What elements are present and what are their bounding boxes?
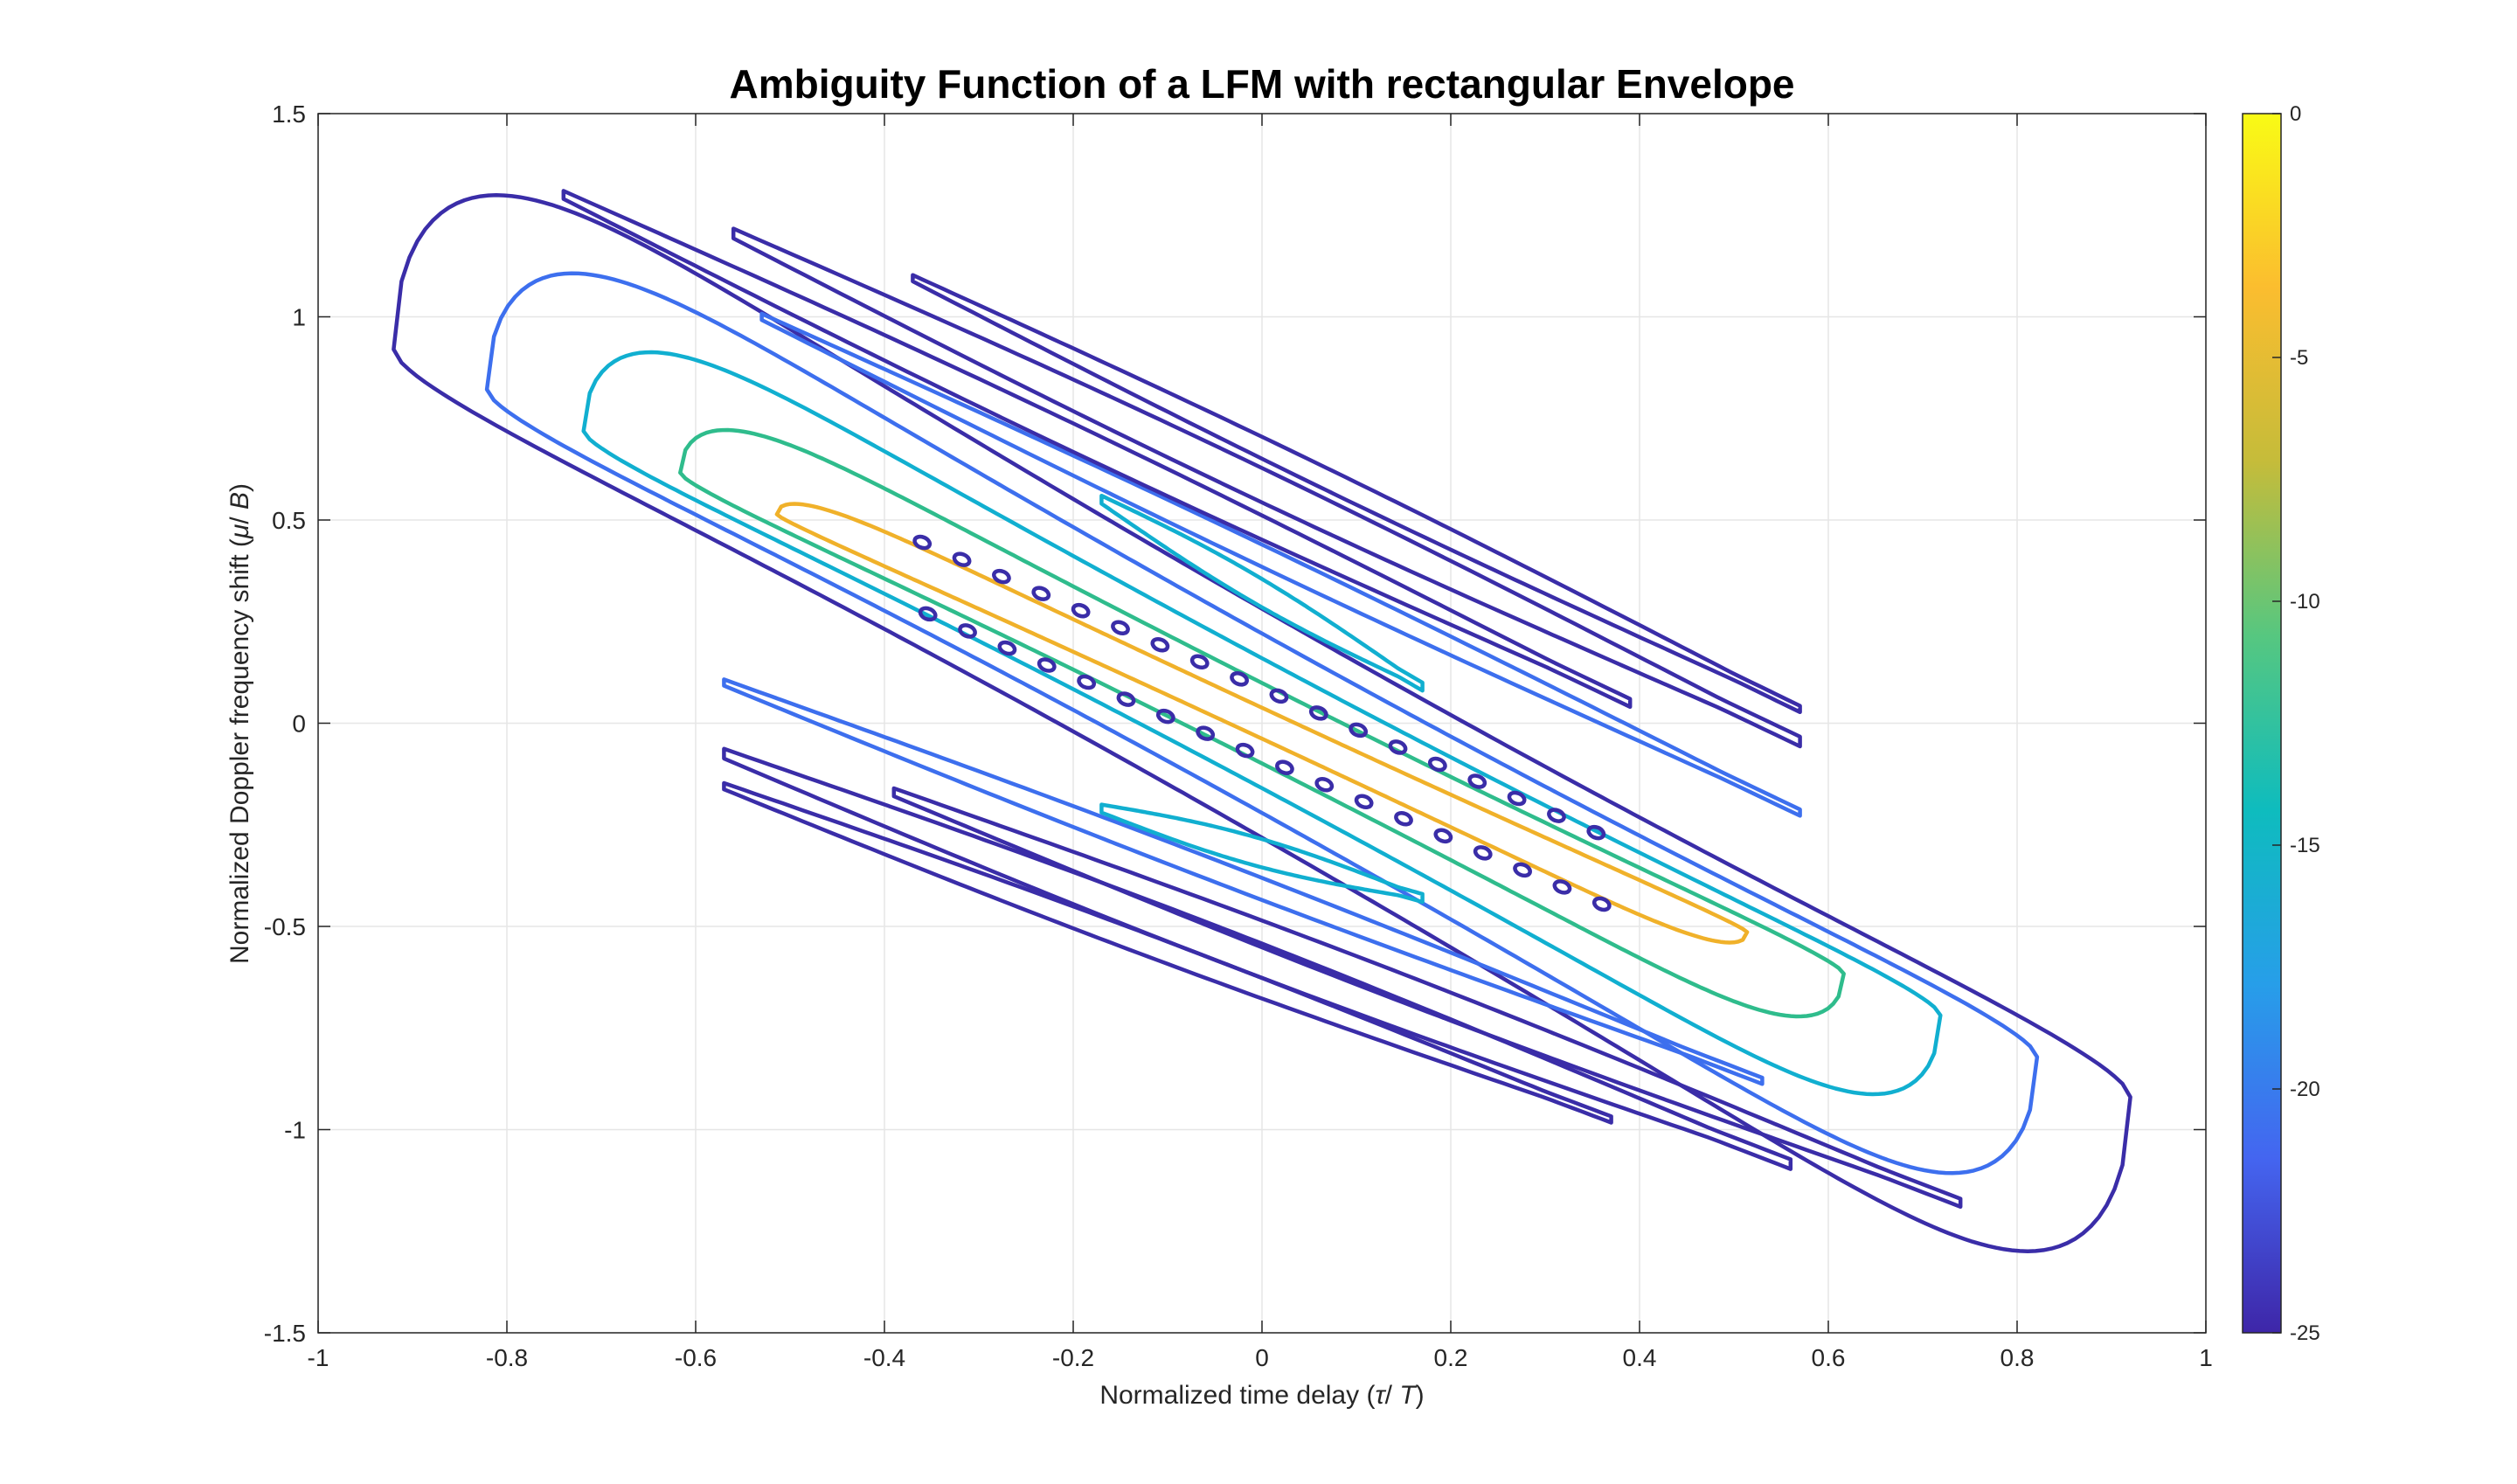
ripple-contour [1189, 654, 1210, 670]
ripple-contour [1037, 657, 1057, 673]
x-tick-label: 0.6 [1812, 1344, 1846, 1371]
colorbar-tick-label: -15 [2290, 834, 2320, 857]
colorbar [2242, 113, 2282, 1334]
x-tick-label: -0.8 [486, 1344, 528, 1371]
ripple-contour [952, 551, 972, 567]
sidelobe-contour [722, 780, 1613, 1125]
colorbar-tick-label: -5 [2290, 346, 2308, 370]
x-tick-label: -1 [308, 1344, 329, 1371]
ripple-contour [1467, 773, 1487, 789]
ripple-contour [1586, 824, 1606, 841]
ripple-contour [1314, 776, 1335, 793]
sidelobe-contour [722, 746, 1793, 1171]
colorbar-tick-label: -25 [2290, 1321, 2320, 1345]
x-tick-label: 0 [1255, 1344, 1269, 1371]
sidelobe-contour [731, 226, 1802, 749]
x-axis-label: Normalized time delay (τ/ T) [1099, 1381, 1424, 1410]
ripple-contour [1513, 862, 1532, 878]
x-tick-label: 0.4 [1623, 1344, 1657, 1371]
ripple-contour [997, 640, 1017, 656]
chart-title: Ambiguity Function of a LFM with rectang… [729, 61, 1794, 107]
axis-ticks: -1 -0.8 -0.6 -0.4 -0.2 0 0.2 0.4 0.6 0.8 1-1.5-1-0… [264, 101, 2213, 1371]
ripple-contour [1354, 794, 1374, 809]
ripple-contour [1071, 602, 1091, 619]
colorbar-tick-label: -20 [2290, 1078, 2320, 1101]
contour-level [581, 350, 1943, 1097]
colorbar-tick-label: 0 [2290, 102, 2301, 126]
x-tick-label: -0.6 [675, 1344, 717, 1371]
ripple-contour [1269, 688, 1289, 704]
ripple-contour [1349, 722, 1369, 739]
y-tick-label: 0 [292, 711, 306, 738]
y-tick-label: 0.5 [272, 507, 306, 534]
y-tick-label: -1 [284, 1117, 306, 1144]
ripple-contour [1552, 879, 1572, 895]
ripple-contour [1308, 705, 1328, 721]
contour-level [774, 502, 1750, 945]
contour-level [392, 193, 2132, 1253]
ripple-contour [912, 534, 933, 551]
sidelobe-contour [759, 311, 1802, 818]
ripple-contour [1275, 759, 1294, 775]
contour-lines [392, 189, 2132, 1253]
ripple-contour [1230, 671, 1249, 687]
sidelobe-contour [911, 273, 1802, 715]
y-axis-label: Normalized Doppler frequency shift (μ/ B… [225, 483, 254, 964]
ripple-contour [1591, 896, 1612, 912]
ripple-contour [1150, 637, 1170, 653]
contour-level [678, 427, 1846, 1019]
y-tick-label: -1.5 [264, 1320, 306, 1347]
sidelobe-contour [561, 189, 1633, 710]
sidelobe-contour [1099, 802, 1425, 905]
x-tick-label: 0.2 [1434, 1344, 1468, 1371]
ripple-contour [1116, 691, 1136, 707]
x-tick-label: -0.2 [1052, 1344, 1094, 1371]
ripple-contour [1077, 674, 1097, 690]
ripple-contour [1507, 790, 1527, 807]
sidelobe-contour [891, 786, 1963, 1210]
sidelobe-contour [1099, 493, 1425, 693]
ripple-contour [958, 623, 977, 639]
y-tick-label: 1 [292, 304, 306, 331]
ripple-contour [918, 606, 938, 622]
ripple-contour [1547, 808, 1566, 823]
ripple-contour [1473, 845, 1493, 861]
ripple-contour [1111, 620, 1130, 635]
x-tick-label: 1 [2199, 1344, 2213, 1371]
ripple-contour [1388, 739, 1408, 755]
x-tick-label: 0.8 [2000, 1344, 2035, 1371]
y-tick-label: 1.5 [272, 101, 306, 128]
contour-level [484, 271, 2040, 1175]
sidelobe-contour [722, 677, 1765, 1086]
ripple-contour [1235, 742, 1255, 759]
x-tick-label: -0.4 [863, 1344, 905, 1371]
colorbar-tick-label: -10 [2290, 590, 2320, 614]
ripple-contour [1196, 725, 1216, 741]
ripple-contour [1427, 756, 1447, 773]
ripple-contour [1433, 828, 1453, 844]
colorbar-ticks: -25 -20 -15 -10 -5 0 [2272, 102, 2320, 1345]
ripple-contour [1155, 708, 1175, 725]
ripple-contour [1394, 811, 1413, 827]
ripple-contour [1031, 586, 1051, 601]
ripple-contour [992, 568, 1011, 585]
y-tick-label: -0.5 [264, 913, 306, 940]
